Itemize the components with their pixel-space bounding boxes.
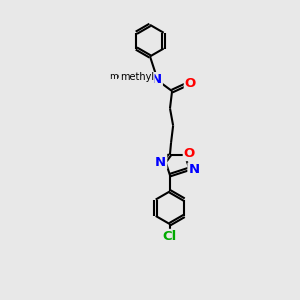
Text: N: N — [188, 164, 200, 176]
Text: methyl: methyl — [109, 72, 140, 81]
Text: Cl: Cl — [163, 230, 177, 243]
Text: N: N — [151, 73, 162, 86]
Text: N: N — [155, 156, 166, 169]
Text: O: O — [184, 147, 195, 160]
Text: methyl: methyl — [120, 72, 154, 82]
Text: O: O — [185, 77, 196, 90]
